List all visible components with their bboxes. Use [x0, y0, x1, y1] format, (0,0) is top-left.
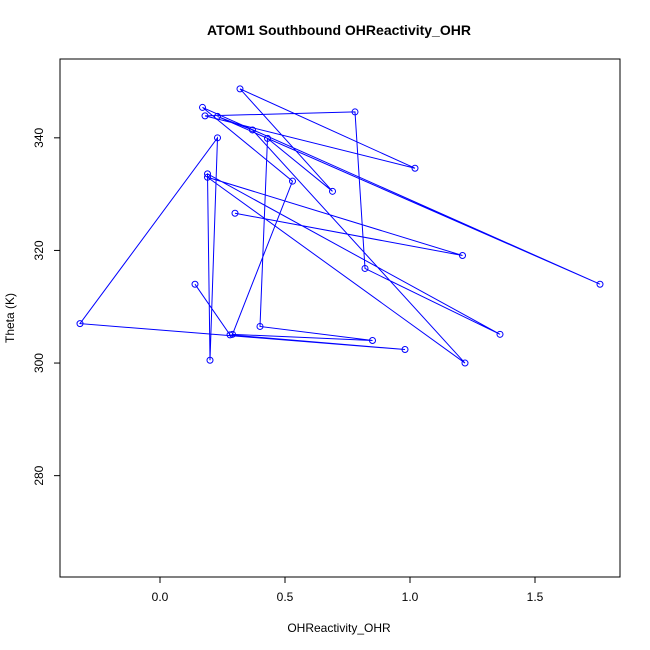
points-layer: [76, 85, 604, 367]
data-point: [206, 356, 214, 364]
series-layer: [79, 88, 601, 364]
y-axis-label: Theta (K): [3, 293, 17, 343]
x-tick-label: 0.0: [152, 590, 169, 604]
data-point: [256, 322, 264, 330]
data-point: [596, 280, 604, 288]
plot-area-frame: [59, 58, 621, 578]
data-point: [201, 112, 209, 120]
series-line: [79, 88, 601, 364]
x-axis-label: OHReactivity_OHR: [287, 621, 391, 635]
data-point: [214, 134, 221, 142]
x-tick-label: 0.5: [277, 590, 294, 604]
data-point: [204, 173, 211, 181]
data-point: [459, 252, 466, 259]
data-point: [249, 126, 256, 134]
data-point: [204, 170, 211, 178]
y-tick-label: 340: [32, 127, 46, 147]
data-point: [191, 280, 199, 288]
data-point: [361, 264, 369, 272]
x-tick-label: 1.0: [402, 590, 419, 604]
data-point: [496, 330, 504, 338]
y-tick-label: 300: [32, 353, 46, 373]
data-point: [329, 187, 336, 195]
x-tick-label: 1.5: [527, 590, 544, 604]
data-point: [411, 164, 419, 172]
data-point: [401, 346, 409, 354]
data-point: [229, 330, 236, 338]
data-point: [214, 112, 221, 120]
y-axis: 280 300 320 340: [32, 127, 61, 486]
data-point: [76, 320, 84, 328]
data-point: [199, 103, 206, 111]
y-tick-label: 280: [32, 465, 46, 485]
y-tick-label: 320: [32, 240, 46, 260]
chart-title: ATOM1 Southbound OHReactivity_OHR: [207, 22, 471, 38]
data-point: [231, 209, 239, 217]
data-point: [351, 108, 359, 116]
data-point: [289, 177, 296, 185]
x-axis: 0.0 0.5 1.0 1.5: [152, 576, 544, 604]
data-point: [461, 359, 469, 367]
data-point: [236, 85, 244, 93]
data-point: [369, 337, 376, 345]
data-point: [264, 134, 271, 142]
